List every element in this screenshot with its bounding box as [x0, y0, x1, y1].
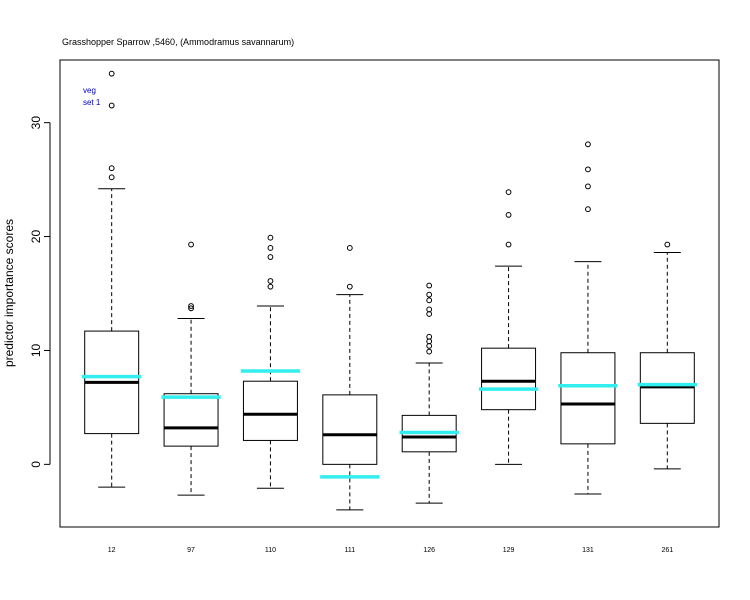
box-iqr — [560, 352, 616, 445]
x-tick-label: 261 — [661, 547, 673, 554]
y-tick-label: 10 — [29, 343, 43, 357]
outlier-point — [426, 297, 433, 304]
boxes-layer: 12 97 110 111 126 129 131 261 — [82, 70, 697, 554]
outlier-point — [664, 241, 671, 248]
legend-line-1: veg — [83, 86, 96, 95]
plot-frame — [59, 59, 720, 528]
box-129: 129 — [478, 189, 539, 554]
x-tick-label: 131 — [582, 547, 594, 554]
outlier-point — [267, 245, 274, 251]
x-tick-label: 12 — [108, 547, 116, 554]
outlier-point — [585, 183, 591, 190]
box-iqr — [163, 393, 219, 447]
box-12: 12 — [82, 70, 142, 554]
x-tick-label: 129 — [503, 547, 515, 554]
outlier-point — [108, 174, 115, 181]
outlier-point — [426, 282, 433, 289]
outlier-point — [505, 241, 512, 248]
outlier-point — [188, 241, 194, 248]
outlier-point — [426, 291, 433, 298]
outlier-point — [267, 278, 274, 284]
outlier-point — [346, 245, 353, 251]
outlier-point — [426, 306, 433, 313]
box-261: 261 — [637, 241, 697, 554]
chart-title: Grasshopper Sparrow ,5460, (Ammodramus s… — [62, 37, 294, 47]
outlier-point — [188, 303, 194, 309]
outlier-point — [346, 283, 353, 290]
outlier-point — [267, 283, 274, 290]
box-97: 97 — [161, 241, 221, 554]
x-tick-label: 97 — [187, 547, 195, 554]
box-126: 126 — [399, 282, 459, 554]
outlier-point — [585, 206, 591, 213]
outlier-point — [267, 234, 274, 241]
box-131: 131 — [558, 141, 618, 554]
x-tick-label: 126 — [423, 547, 435, 554]
y-tick-label: 30 — [29, 116, 43, 130]
box-111: 111 — [320, 245, 380, 554]
outlier-point — [108, 102, 115, 109]
box-iqr — [242, 380, 298, 441]
outlier-point — [188, 305, 194, 312]
y-tick-label: 0 — [29, 461, 43, 468]
y-tick-label: 20 — [29, 230, 43, 244]
box-iqr — [322, 394, 378, 465]
outlier-point — [585, 166, 591, 173]
outlier-point — [426, 348, 433, 355]
outlier-point — [426, 333, 433, 340]
y-axis-label: predictor importance scores — [2, 219, 16, 367]
outlier-point — [108, 70, 115, 77]
legend-line-2: set 1 — [83, 98, 101, 107]
outlier-point — [505, 189, 512, 196]
outlier-point — [585, 141, 591, 148]
outlier-point — [108, 165, 115, 172]
x-tick-label: 111 — [344, 547, 355, 554]
y-axis: 0 10 20 30 — [29, 116, 51, 468]
box-110: 110 — [240, 234, 301, 554]
x-tick-label: 110 — [265, 547, 276, 554]
outlier-point — [267, 254, 274, 260]
outlier-point — [505, 212, 512, 218]
box-iqr — [481, 347, 537, 411]
